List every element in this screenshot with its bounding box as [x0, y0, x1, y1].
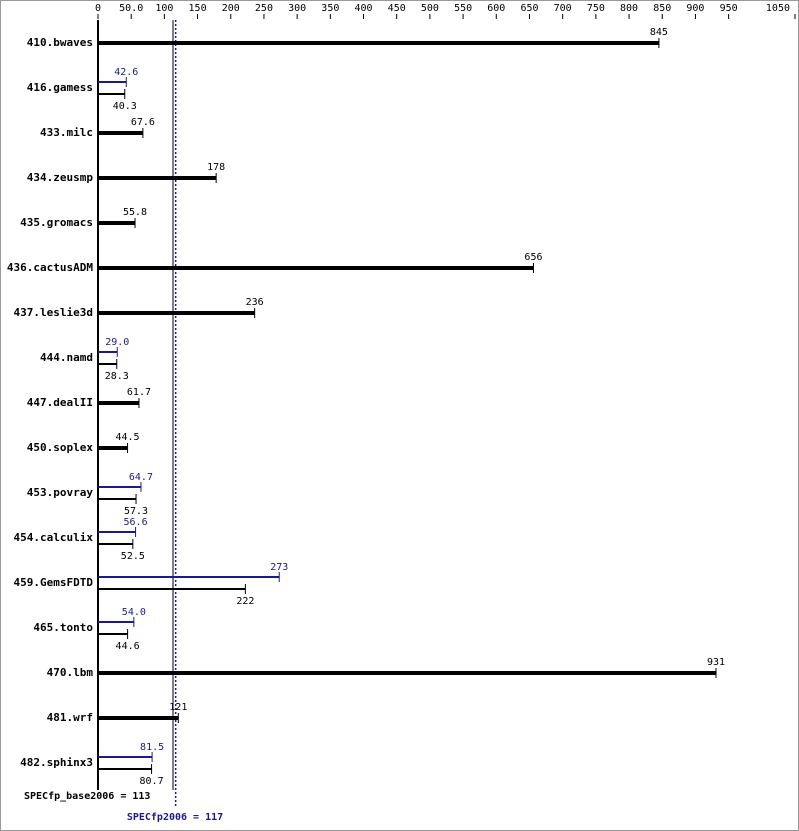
x-tick-label: 600: [487, 3, 505, 14]
bar: [98, 81, 127, 83]
category-label: 436.cactusADM: [7, 261, 93, 274]
bar: [98, 266, 534, 270]
category-label: 470.lbm: [47, 666, 94, 679]
bar: [98, 176, 217, 180]
bar: [98, 498, 137, 500]
category-label: 447.dealII: [27, 396, 93, 409]
x-tick-label: 650: [520, 3, 538, 14]
bar: [98, 351, 118, 353]
value-label: 656: [524, 252, 542, 263]
bar: [98, 633, 128, 635]
x-tick-label: 0: [95, 3, 101, 14]
reference-label: SPECfp_base2006 = 113: [24, 791, 150, 802]
value-label: 28.3: [105, 371, 129, 382]
bar: [98, 401, 139, 405]
category-label: 459.GemsFDTD: [14, 576, 94, 589]
x-tick-label: 100: [155, 3, 173, 14]
x-tick-label: 550: [454, 3, 472, 14]
category-label: 434.zeusmp: [27, 171, 94, 184]
category-label: 482.sphinx3: [20, 756, 93, 769]
bar: [98, 621, 134, 623]
x-tick-label: 200: [222, 3, 240, 14]
value-label: 273: [270, 562, 288, 573]
bar: [98, 671, 717, 675]
bar: [98, 588, 246, 590]
category-label: 454.calculix: [14, 531, 94, 544]
x-tick-label: 900: [686, 3, 704, 14]
reference-label: SPECfp2006 = 117: [127, 812, 223, 823]
value-label: 121: [169, 702, 187, 713]
value-label: 57.3: [124, 506, 148, 517]
x-tick-label: 1050: [766, 3, 790, 14]
bar: [98, 543, 133, 545]
value-label: 236: [246, 297, 264, 308]
bar: [98, 363, 117, 365]
x-tick-label: 800: [620, 3, 638, 14]
category-label: 465.tonto: [33, 621, 93, 634]
x-tick-label: 50.0: [119, 3, 143, 14]
bar: [98, 756, 153, 758]
value-label: 54.0: [122, 607, 146, 618]
value-label: 81.5: [140, 742, 164, 753]
bar: [98, 93, 125, 95]
bar: [98, 716, 179, 720]
x-tick-label: 950: [720, 3, 738, 14]
bar: [98, 131, 143, 135]
value-label: 40.3: [113, 101, 137, 112]
value-label: 845: [650, 27, 668, 38]
bar: [98, 768, 152, 770]
value-label: 67.6: [131, 117, 155, 128]
bar: [98, 221, 136, 225]
category-label: 481.wrf: [47, 711, 93, 724]
x-tick-label: 150: [189, 3, 207, 14]
bar: [98, 576, 280, 578]
value-label: 55.8: [123, 207, 147, 218]
category-label: 453.povray: [27, 486, 94, 499]
bar: [98, 41, 659, 45]
x-tick-label: 850: [653, 3, 671, 14]
value-label: 42.6: [114, 67, 138, 78]
category-label: 410.bwaves: [27, 36, 93, 49]
category-label: 450.soplex: [27, 441, 94, 454]
bar: [98, 311, 255, 315]
value-label: 52.5: [121, 551, 145, 562]
x-tick-label: 700: [554, 3, 572, 14]
value-label: 56.6: [124, 517, 148, 528]
category-label: 433.milc: [40, 126, 93, 139]
category-label: 444.namd: [40, 351, 93, 364]
bar: [98, 486, 141, 488]
value-label: 178: [207, 162, 225, 173]
category-label: 435.gromacs: [20, 216, 93, 229]
value-label: 931: [707, 657, 725, 668]
bar: [98, 446, 128, 450]
x-tick-label: 500: [421, 3, 439, 14]
x-tick-label: 250: [255, 3, 273, 14]
x-tick-label: 750: [587, 3, 605, 14]
category-label: 416.gamess: [27, 81, 93, 94]
x-tick-label: 350: [321, 3, 339, 14]
category-label: 437.leslie3d: [14, 306, 93, 319]
value-label: 80.7: [140, 776, 164, 787]
value-label: 44.6: [116, 641, 140, 652]
value-label: 61.7: [127, 387, 151, 398]
value-label: 222: [236, 596, 254, 607]
x-tick-label: 400: [354, 3, 372, 14]
value-label: 44.5: [115, 432, 139, 443]
x-tick-label: 450: [388, 3, 406, 14]
x-tick-label: 300: [288, 3, 306, 14]
value-label: 64.7: [129, 472, 153, 483]
bar: [98, 531, 136, 533]
value-label: 29.0: [105, 337, 129, 348]
